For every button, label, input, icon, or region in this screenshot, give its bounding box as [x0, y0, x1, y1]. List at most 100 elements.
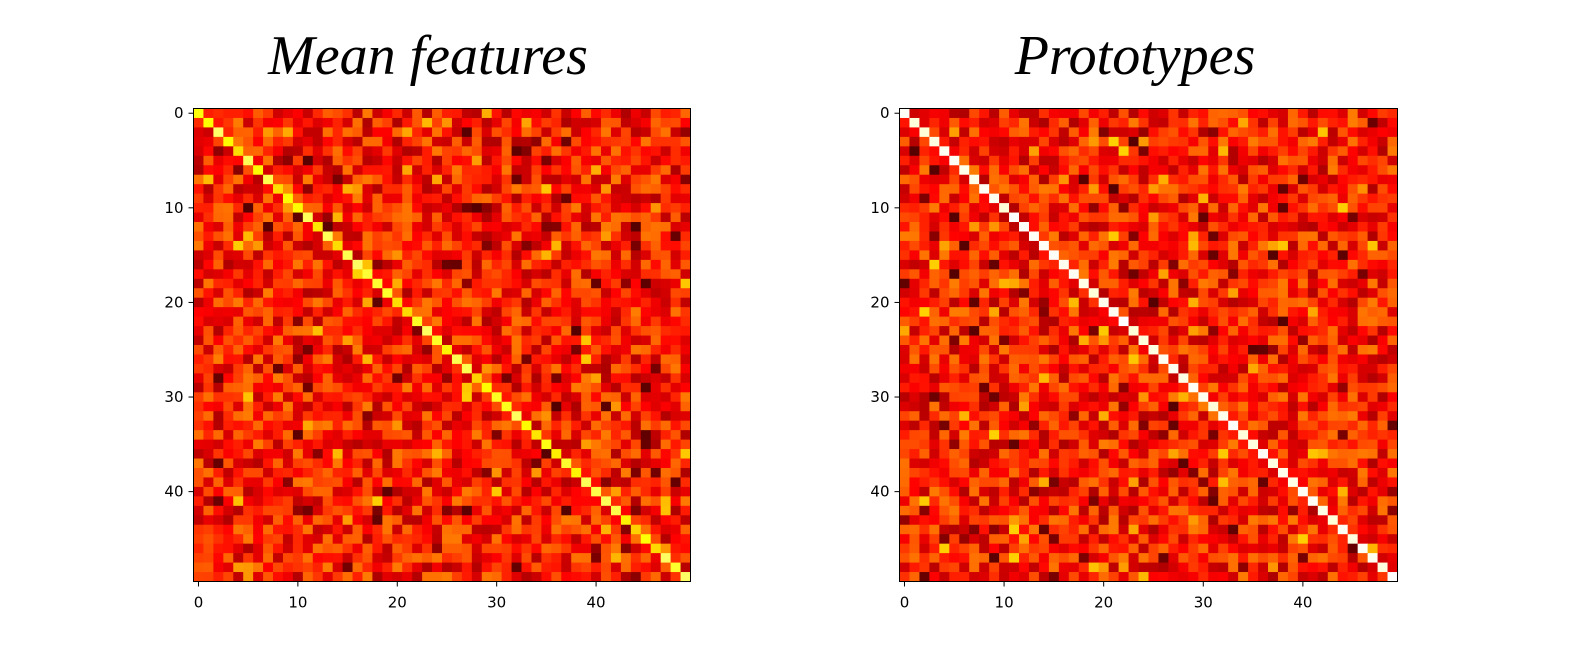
heatmap-cell — [1357, 553, 1369, 563]
heatmap-cell — [1168, 486, 1179, 497]
heatmap-cell — [1238, 222, 1249, 232]
heatmap-cell — [909, 354, 920, 365]
heatmap-cell — [541, 250, 552, 261]
heatmap-cell — [1387, 467, 1398, 478]
heatmap-cell — [1387, 326, 1398, 336]
heatmap-cell — [1178, 449, 1189, 459]
heatmap-cell — [302, 184, 314, 195]
heatmap-cell — [273, 231, 284, 242]
heatmap-cell — [521, 467, 532, 478]
heatmap-cell — [1317, 449, 1329, 459]
heatmap-cell — [1198, 203, 1209, 213]
heatmap-cell — [561, 193, 572, 204]
heatmap-cell — [193, 392, 204, 403]
heatmap-cell — [650, 278, 662, 289]
heatmap-cell — [282, 127, 294, 138]
heatmap-cell — [1258, 439, 1269, 450]
heatmap-cell — [282, 108, 294, 119]
heatmap-cell — [1009, 174, 1020, 185]
heatmap-cell — [253, 496, 264, 507]
heatmap-cell — [511, 117, 522, 128]
heatmap-cell — [382, 543, 393, 554]
heatmap-cell — [213, 467, 224, 478]
heatmap-cell — [1287, 326, 1299, 336]
heatmap-cell — [541, 297, 552, 308]
heatmap-cell — [213, 307, 224, 318]
heatmap-cell — [233, 240, 244, 251]
heatmap-cell — [939, 524, 950, 535]
heatmap-cell — [959, 117, 970, 128]
heatmap-cell — [1048, 534, 1060, 545]
heatmap-cell — [243, 288, 254, 299]
heatmap-cell — [929, 430, 940, 440]
heatmap-cell — [1168, 477, 1179, 488]
heatmap-cell — [432, 240, 443, 251]
heatmap-cell — [541, 307, 552, 318]
heatmap-cell — [909, 515, 920, 526]
heatmap-cell — [1387, 439, 1398, 450]
heatmap-cell — [561, 439, 572, 450]
heatmap-cell — [1058, 392, 1070, 403]
heatmap-cell — [521, 259, 532, 270]
heatmap-cell — [521, 297, 532, 308]
heatmap-cell — [511, 146, 522, 157]
heatmap-cell — [1198, 543, 1209, 554]
heatmap-cell — [282, 335, 294, 346]
heatmap-cell — [1138, 146, 1149, 157]
heatmap-cell — [451, 363, 463, 374]
heatmap-cell — [362, 486, 373, 497]
heatmap-cell — [939, 401, 950, 412]
heatmap-cell — [949, 420, 960, 431]
heatmap-cell — [352, 117, 363, 128]
heatmap-cell — [501, 411, 512, 422]
heatmap-cell — [959, 486, 970, 497]
heatmap-cell — [620, 430, 632, 440]
heatmap-cell — [1317, 477, 1329, 488]
heatmap-cell — [292, 505, 304, 516]
heatmap-cell — [392, 117, 403, 128]
heatmap-cell — [1188, 496, 1199, 507]
heatmap-cell — [243, 439, 254, 450]
heatmap-cell — [342, 430, 353, 440]
heatmap-cell — [1287, 278, 1299, 289]
heatmap-cell — [1048, 467, 1060, 478]
heatmap-cell — [451, 240, 463, 251]
heatmap-cell — [1268, 127, 1279, 138]
heatmap-cell — [1038, 155, 1050, 166]
heatmap-cell — [322, 477, 334, 488]
heatmap-cell — [1208, 458, 1219, 469]
heatmap-cell — [1357, 269, 1369, 280]
heatmap-cell — [1098, 117, 1110, 128]
heatmap-cell — [372, 288, 383, 299]
heatmap-cell — [292, 486, 304, 497]
heatmap-cell — [1058, 288, 1070, 299]
heatmap-cell — [660, 108, 672, 119]
heatmap-cell — [302, 108, 314, 119]
heatmap-cell — [1019, 392, 1030, 403]
heatmap-cell — [1228, 203, 1239, 213]
heatmap-cell — [392, 562, 403, 573]
heatmap-cell — [601, 467, 612, 478]
heatmap-cell — [213, 212, 224, 223]
heatmap-cell — [541, 420, 552, 431]
heatmap-cell — [1038, 184, 1050, 195]
heatmap-cell — [999, 449, 1010, 459]
heatmap-cell — [1377, 307, 1388, 318]
heatmap-cell — [471, 307, 483, 318]
heatmap-cell — [909, 108, 920, 119]
heatmap-cell — [1148, 524, 1159, 535]
heatmap-cell — [591, 572, 602, 582]
heatmap-cell — [1228, 297, 1239, 308]
heatmap-cell — [233, 335, 244, 346]
heatmap-cell — [332, 572, 343, 582]
heatmap-cell — [541, 543, 552, 554]
heatmap-cell — [1307, 411, 1319, 422]
heatmap-cell — [362, 505, 373, 516]
heatmap-cell — [1128, 524, 1139, 535]
heatmap-cell — [253, 543, 264, 554]
heatmap-cell — [471, 165, 483, 176]
heatmap-cell — [1048, 486, 1060, 497]
heatmap-cell — [223, 553, 234, 563]
heatmap-cell — [1058, 430, 1070, 440]
heatmap-cell — [650, 430, 662, 440]
